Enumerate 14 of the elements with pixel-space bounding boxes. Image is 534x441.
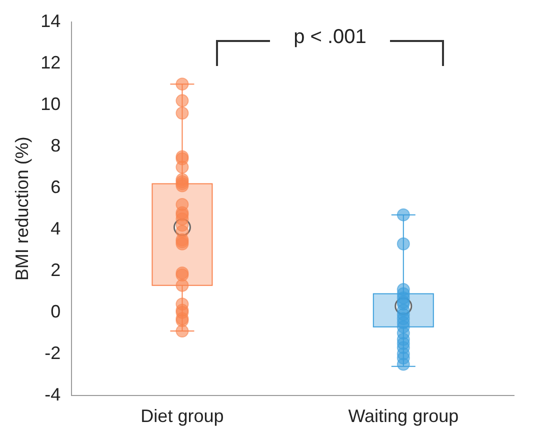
y-tick-label: 14	[40, 10, 61, 31]
y-axis-title: BMI reduction (%)	[12, 136, 32, 281]
y-tick-label: 2	[50, 260, 61, 280]
y-tick-label: 0	[50, 301, 61, 322]
annotation: p < .001	[270, 26, 390, 49]
y-tick-label: 10	[40, 94, 61, 114]
x-tick-label: Diet group	[140, 406, 224, 426]
y-tick-label: 4	[50, 218, 61, 238]
x-tick-label: Waiting group	[348, 406, 459, 426]
y-tick-label: -2	[44, 342, 61, 363]
y-tick-label: -4	[44, 384, 61, 404]
y-tick-label: 12	[40, 52, 61, 72]
y-tick-label: 6	[50, 176, 61, 197]
y-tick-label: 8	[50, 135, 61, 156]
